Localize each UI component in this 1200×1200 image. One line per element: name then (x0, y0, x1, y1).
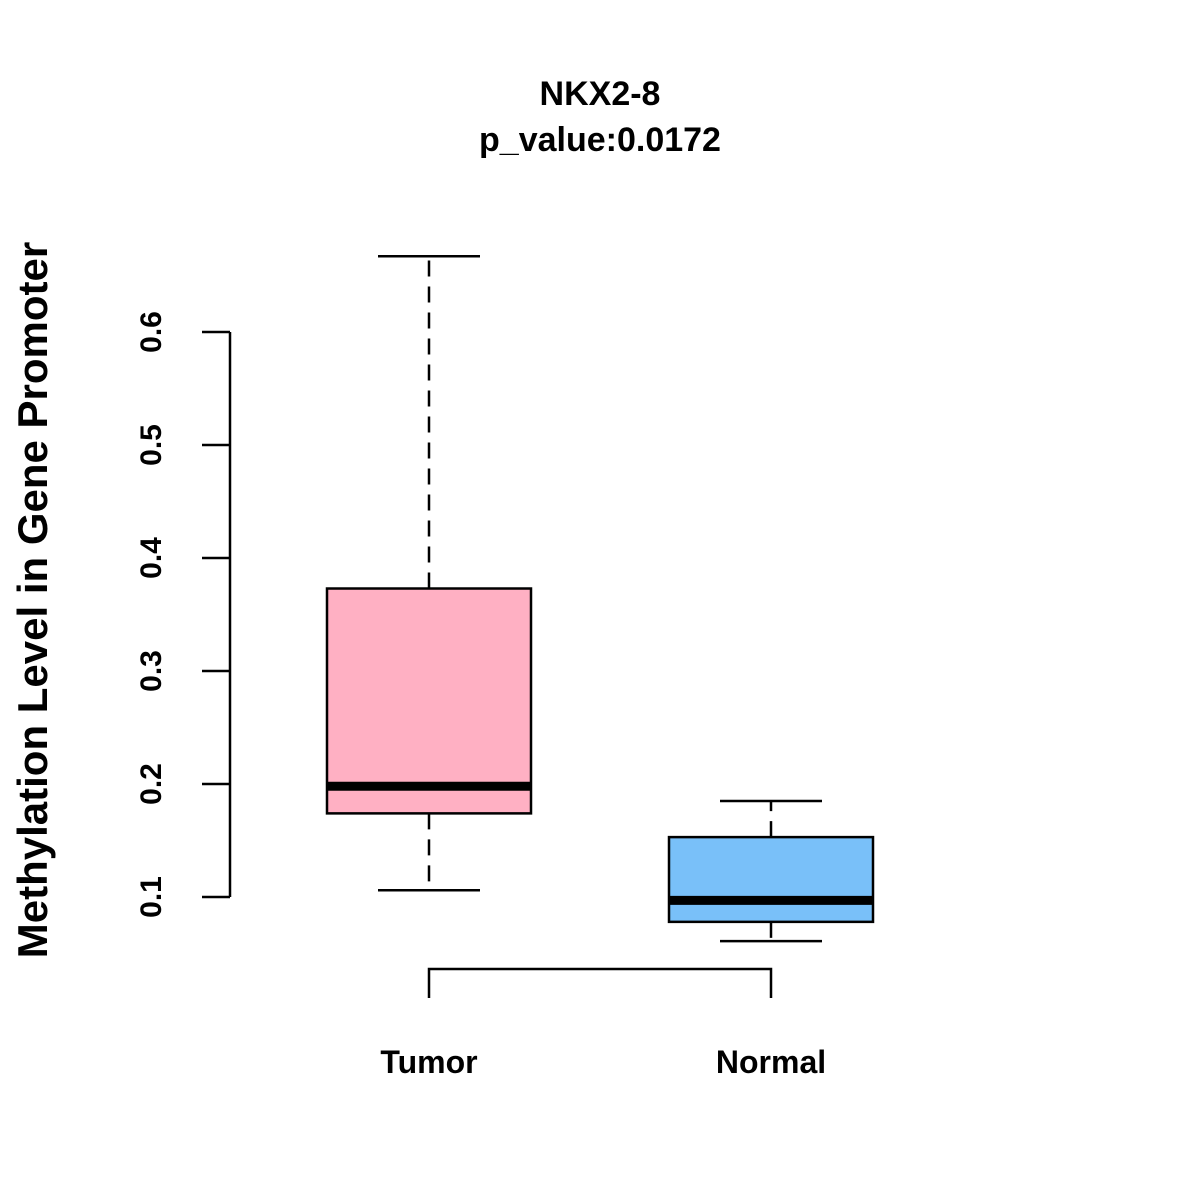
box-group (325, 255, 875, 943)
iqr-box-1 (667, 835, 875, 924)
y-axis: 0.1 0.2 0.3 0.4 0.5 0.6 (135, 311, 232, 918)
x-axis-labels: Tumor Normal (380, 1044, 826, 1080)
chart-title: NKX2-8 (540, 75, 661, 113)
comparison-bracket (427, 967, 773, 998)
chart-subtitle: p_value:0.0172 (479, 121, 721, 159)
x-label-tumor: Tumor (380, 1044, 477, 1080)
y-axis-label: Methylation Level in Gene Promoter (9, 242, 56, 958)
y-tick-label-3: 0.4 (135, 537, 168, 579)
bracket-line (427, 967, 773, 998)
y-tick-label-1: 0.2 (135, 763, 168, 805)
x-label-normal: Normal (716, 1044, 826, 1080)
y-tick-label-4: 0.5 (135, 424, 168, 466)
y-tick-label-0: 0.1 (135, 876, 168, 918)
box-tumor (325, 255, 533, 892)
box-normal (667, 799, 875, 943)
y-tick-label-2: 0.3 (135, 650, 168, 692)
y-tick-label-5: 0.6 (135, 311, 168, 353)
iqr-box-0 (325, 587, 533, 815)
